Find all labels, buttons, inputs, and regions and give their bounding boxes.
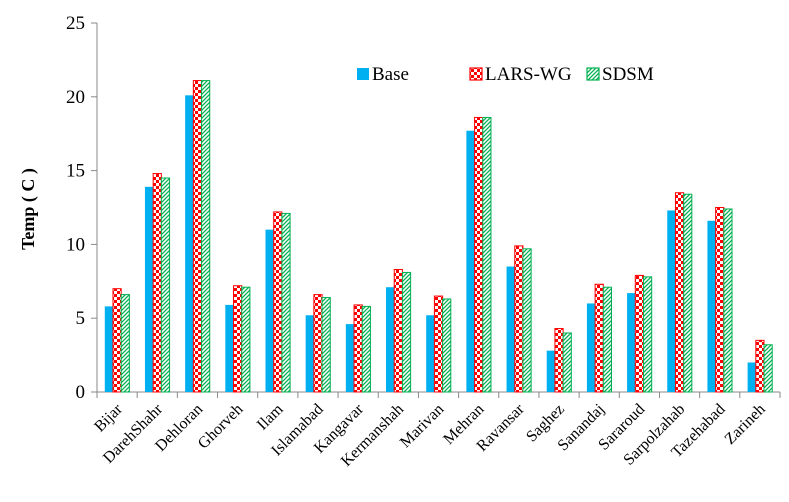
y-tick-label: 5 [76, 308, 86, 329]
bar-sdsm-sarpolzahab [683, 193, 693, 393]
bar-lars-wg-sanandaj [594, 283, 604, 393]
bar-sdsm-ravansar [522, 248, 532, 393]
bar-base-bijar [104, 306, 113, 392]
bar-base-ghorveh [225, 304, 234, 392]
bar-sdsm-ilam [281, 212, 291, 393]
y-tick-label: 20 [66, 87, 85, 108]
y-ticks: 0 5 10 15 20 25 [66, 13, 97, 403]
bar-base-islamabad [305, 315, 314, 392]
bar-sdsm-dehloran [201, 80, 211, 393]
y-tick-label: 25 [66, 13, 85, 34]
x-tick-label: Zarineh [722, 401, 769, 448]
legend-label: LARS-WG [485, 64, 572, 85]
bar-sdsm-islamabad [321, 297, 331, 393]
x-tick-label: Ilam [254, 400, 287, 433]
bar-base-ravansar [506, 266, 515, 392]
bar-sdsm-marivan [442, 298, 452, 393]
bar-lars-wg-bijar [112, 288, 122, 393]
bar-sdsm-saghez [562, 332, 572, 393]
bar-lars-wg-saghez [554, 328, 564, 393]
bar-sdsm-bijar [120, 294, 130, 393]
y-tick-label: 10 [66, 234, 85, 255]
bar-lars-wg-sararoud [634, 274, 644, 393]
bar-lars-wg-darehshahr [152, 173, 162, 393]
bar-sdsm-kangavar [361, 305, 371, 393]
bar-sdsm-sararoud [642, 276, 653, 393]
y-tick-label: 15 [66, 161, 85, 182]
bars [104, 80, 773, 393]
bar-lars-wg-islamabad [313, 294, 323, 393]
legend-swatch [469, 67, 483, 81]
y-tick-label: 0 [76, 382, 86, 403]
bar-sdsm-mehran [482, 116, 492, 393]
bar-sdsm-zarineh [763, 344, 773, 393]
x-tick-label: Ghorveh [195, 401, 247, 453]
bar-base-darehshahr [144, 186, 154, 392]
y-axis-label: Temp ( C ) [18, 168, 39, 250]
legend-swatch [357, 68, 369, 80]
bar-lars-wg-ravansar [514, 245, 524, 393]
legend-label: SDSM [602, 64, 654, 85]
bar-lars-wg-marivan [433, 295, 444, 393]
x-tick-label: Bijar [91, 400, 126, 435]
bar-lars-wg-dehloran [192, 80, 203, 393]
legend: Base LARS-WG SDSM [357, 64, 654, 85]
bar-sdsm-darehshahr [160, 177, 171, 393]
bar-lars-wg-tazehabad [715, 207, 725, 393]
bar-lars-wg-mehran [474, 116, 484, 393]
legend-swatch [586, 67, 600, 81]
bar-base-ilam [265, 229, 274, 392]
bar-base-kermanshah [386, 287, 395, 392]
bar-lars-wg-ghorveh [233, 285, 243, 393]
bar-base-sanandaj [586, 303, 596, 392]
bar-lars-wg-kermanshah [393, 268, 403, 393]
bar-lars-wg-zarineh [755, 339, 765, 393]
legend-label: Base [372, 64, 409, 85]
bar-base-sarpolzahab [667, 210, 676, 392]
bar-lars-wg-ilam [273, 211, 283, 393]
bar-sdsm-kermanshah [401, 271, 412, 393]
bar-sdsm-ghorveh [241, 286, 251, 393]
bar-base-saghez [546, 350, 555, 392]
bar-base-dehloran [185, 95, 194, 392]
bar-lars-wg-sarpolzahab [674, 192, 685, 393]
x-tick-label: Marivan [397, 401, 447, 451]
bar-base-kangavar [345, 324, 355, 392]
bar-base-sararoud [627, 293, 636, 392]
bar-base-tazehabad [707, 220, 716, 392]
bar-sdsm-tazehabad [723, 208, 733, 393]
bar-sdsm-sanandaj [602, 286, 613, 393]
bar-base-mehran [466, 130, 475, 393]
bar-base-zarineh [747, 362, 756, 392]
bar-lars-wg-kangavar [353, 304, 363, 393]
bar-base-marivan [426, 315, 435, 392]
